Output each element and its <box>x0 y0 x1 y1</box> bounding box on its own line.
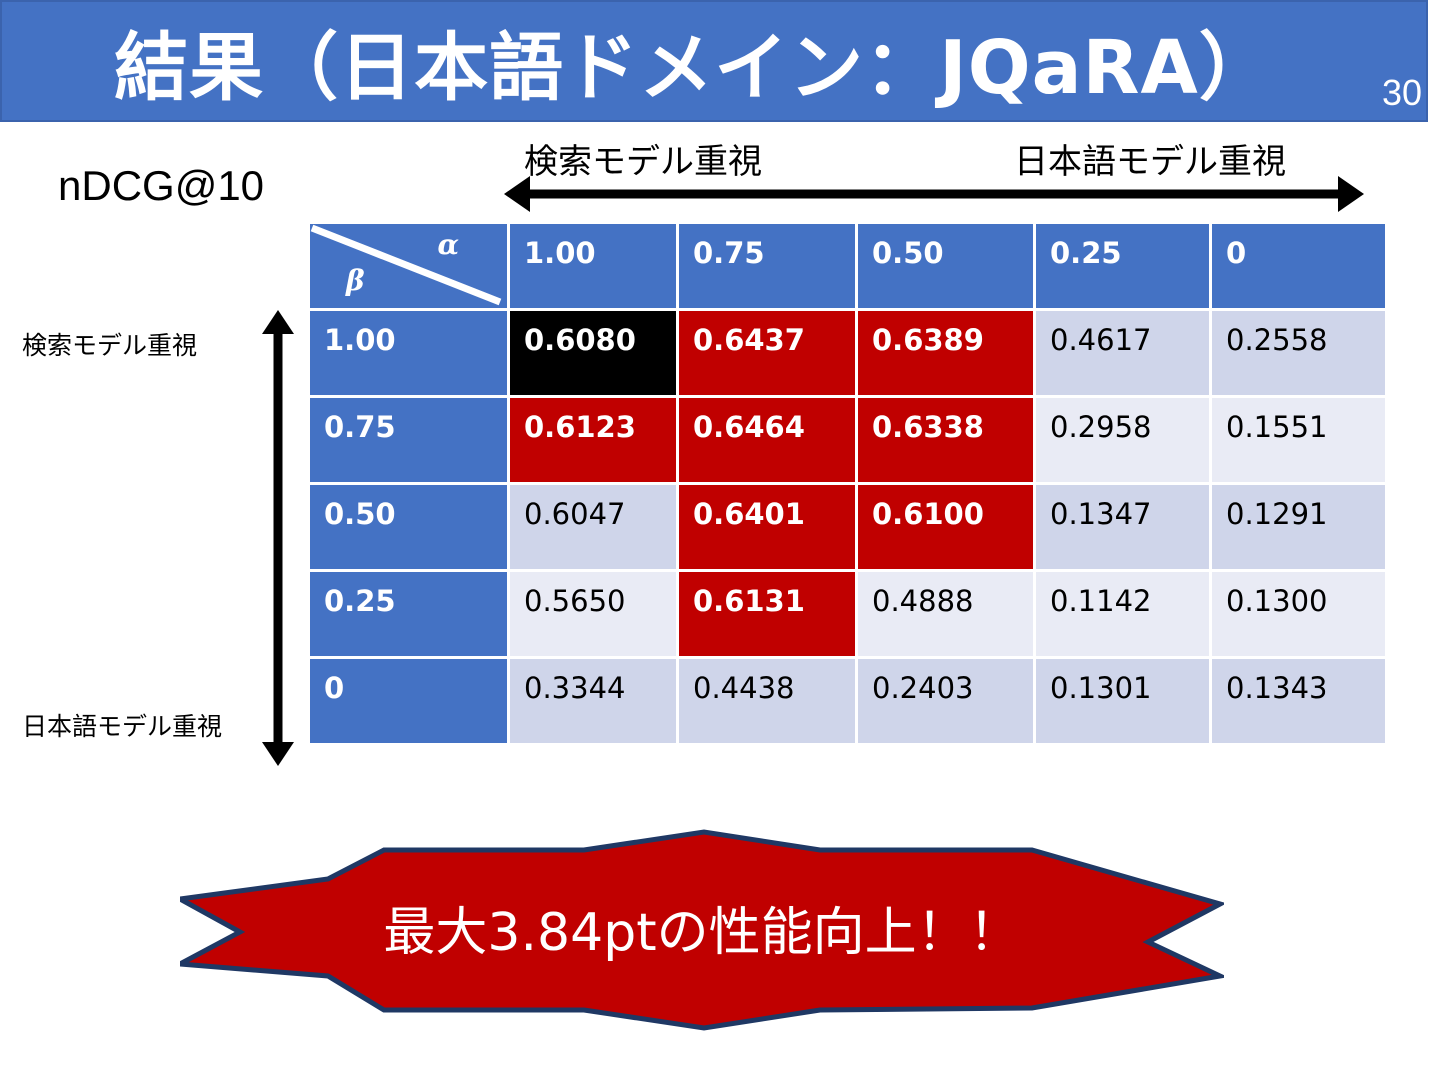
table-cell-highlight: 0.6437 <box>679 311 855 395</box>
table-row: 0.50 0.6047 0.6401 0.6100 0.1347 0.1291 <box>310 485 1385 569</box>
table-cell: 0.1301 <box>1036 659 1209 743</box>
h-axis-right-label: 日本語モデル重視 <box>1014 142 1286 182</box>
alpha-header: 0.25 <box>1036 224 1209 308</box>
slide-title: 結果（日本語ドメイン：JQaRA） <box>114 24 1274 111</box>
alpha-symbol: α <box>437 228 459 261</box>
table-cell-highlight: 0.6131 <box>679 572 855 656</box>
callout-text: 最大3.84ptの性能向上！！ <box>383 902 1021 963</box>
v-axis-top-label: 検索モデル重視 <box>22 331 198 360</box>
h-axis-left-label: 検索モデル重視 <box>524 142 762 182</box>
table-row: 0.25 0.5650 0.6131 0.4888 0.1142 0.1300 <box>310 572 1385 656</box>
table-cell: 0.5650 <box>510 572 676 656</box>
title-bar <box>0 0 1428 122</box>
beta-header: 1.00 <box>310 311 507 395</box>
table-row: 0.75 0.6123 0.6464 0.6338 0.2958 0.1551 <box>310 398 1385 482</box>
table-cell: 0.2403 <box>858 659 1033 743</box>
alpha-header: 0.75 <box>679 224 855 308</box>
beta-header: 0 <box>310 659 507 743</box>
table-cell: 0.4438 <box>679 659 855 743</box>
beta-header: 0.50 <box>310 485 507 569</box>
table-row: 0 0.3344 0.4438 0.2403 0.1301 0.1343 <box>310 659 1385 743</box>
table-cell: 0.1291 <box>1212 485 1385 569</box>
table-cell: 0.3344 <box>510 659 676 743</box>
table-cell: 0.2958 <box>1036 398 1209 482</box>
v-axis-bottom-label: 日本語モデル重視 <box>22 712 223 741</box>
page-number: 30 <box>1381 72 1422 113</box>
table-cell-highlight: 0.6464 <box>679 398 855 482</box>
beta-header: 0.75 <box>310 398 507 482</box>
table-cell: 0.4617 <box>1036 311 1209 395</box>
table-row: 1.00 0.6080 0.6437 0.6389 0.4617 0.2558 <box>310 311 1385 395</box>
alpha-header: 0.50 <box>858 224 1033 308</box>
table-cell: 0.2558 <box>1212 311 1385 395</box>
table-corner-cell: α β <box>310 224 507 308</box>
table-cell-highlight: 0.6100 <box>858 485 1033 569</box>
table-cell: 0.1300 <box>1212 572 1385 656</box>
results-table: α β 1.00 0.75 0.50 0.25 0 1.00 0.6080 0.… <box>307 221 1388 746</box>
table-cell-best: 0.6080 <box>510 311 676 395</box>
alpha-header: 0 <box>1212 224 1385 308</box>
table-cell: 0.1551 <box>1212 398 1385 482</box>
table-cell: 0.1343 <box>1212 659 1385 743</box>
metric-label: nDCG@10 <box>58 162 265 209</box>
double-arrow-horizontal-icon <box>504 176 1364 212</box>
beta-symbol: β <box>346 264 365 297</box>
table-cell: 0.1347 <box>1036 485 1209 569</box>
table-cell: 0.6047 <box>510 485 676 569</box>
table-cell-highlight: 0.6401 <box>679 485 855 569</box>
callout-burst-shape <box>180 829 1224 1031</box>
table-header-row: α β 1.00 0.75 0.50 0.25 0 <box>310 224 1385 308</box>
table-cell-highlight: 0.6123 <box>510 398 676 482</box>
double-arrow-vertical-icon <box>262 310 294 766</box>
table-cell: 0.1142 <box>1036 572 1209 656</box>
table-cell-highlight: 0.6338 <box>858 398 1033 482</box>
diagonal-divider-icon <box>310 224 502 306</box>
alpha-header: 1.00 <box>510 224 676 308</box>
beta-header: 0.25 <box>310 572 507 656</box>
table-cell-highlight: 0.6389 <box>858 311 1033 395</box>
table-cell: 0.4888 <box>858 572 1033 656</box>
